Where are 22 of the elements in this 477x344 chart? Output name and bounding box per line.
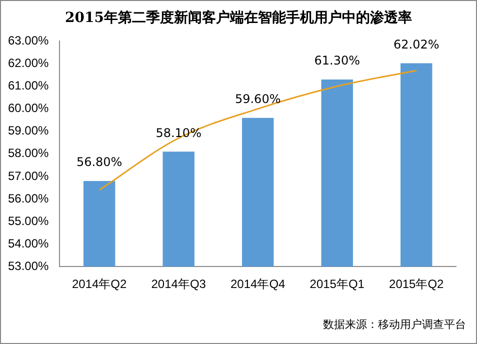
chart-title: 2015年第二季度新闻客户端在智能手机用户中的渗透率 xyxy=(64,9,413,27)
y-tick-label: 58.00% xyxy=(8,146,50,160)
y-tick-label: 56.00% xyxy=(8,191,50,206)
y-tick-label: 54.00% xyxy=(8,236,50,250)
data-label: 61.30% xyxy=(314,54,360,68)
y-tick-label: 63.00% xyxy=(8,34,50,48)
y-tick-label: 53.00% xyxy=(8,258,50,273)
x-tick-label: 2014年Q3 xyxy=(151,277,206,292)
y-tick-label: 61.00% xyxy=(8,78,50,93)
x-tick-label: 2015年Q2 xyxy=(389,277,444,292)
source-note: 数据来源：移动用户调查平台 xyxy=(323,317,466,332)
x-tick-label: 2014年Q2 xyxy=(72,277,128,292)
data-label: 56.80% xyxy=(76,155,122,170)
y-tick-label: 55.00% xyxy=(8,214,50,228)
data-label: 62.02% xyxy=(393,37,440,52)
x-tick-label: 2015年Q1 xyxy=(310,277,365,292)
data-label: 59.60% xyxy=(234,92,281,106)
y-tick-label: 62.00% xyxy=(8,56,50,70)
x-tick-label: 2014年Q4 xyxy=(230,277,286,292)
y-tick-label: 60.00% xyxy=(8,101,50,116)
y-tick-label: 59.00% xyxy=(8,124,50,138)
y-tick-label: 57.00% xyxy=(8,168,50,183)
